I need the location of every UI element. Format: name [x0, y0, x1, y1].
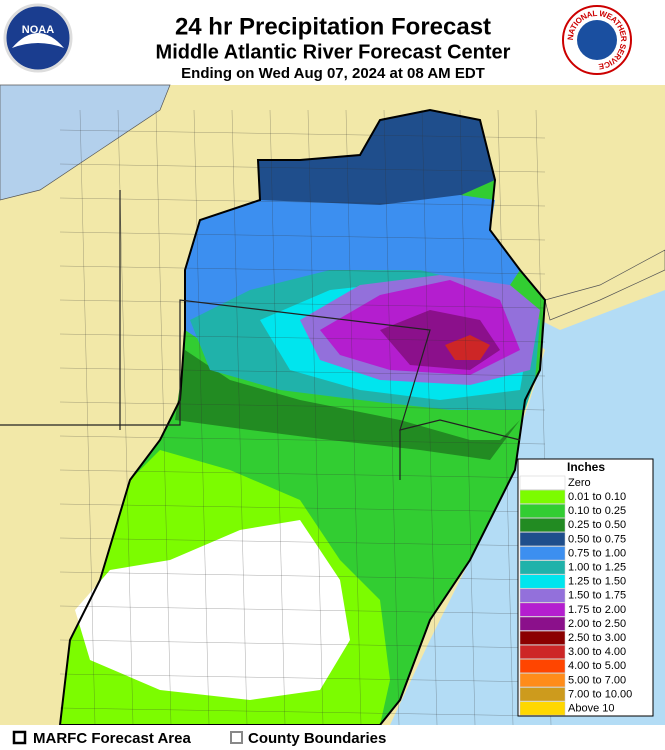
precip-region [185, 195, 520, 340]
legend-title: Inches [567, 460, 605, 474]
legend-label: 0.75 to 1.00 [568, 547, 626, 559]
legend-label: 0.50 to 0.75 [568, 533, 626, 545]
legend-label: 1.25 to 1.50 [568, 576, 626, 588]
county-line [59, 571, 546, 581]
legend-label: 5.00 to 7.00 [568, 674, 626, 686]
legend-swatch [519, 560, 566, 575]
legend-label: Above 10 [568, 703, 614, 715]
county-line [231, 109, 248, 726]
title: 24 hr Precipitation Forecast [175, 13, 491, 40]
valid-time: Ending on Wed Aug 07, 2024 at 08 AM EDT [181, 65, 485, 82]
county-line [59, 197, 546, 207]
county-line [59, 537, 546, 547]
county-line [421, 109, 438, 726]
legend-label: 1.00 to 1.25 [568, 562, 626, 574]
legend-swatch [519, 503, 566, 518]
county-line [59, 707, 546, 717]
legend-swatch [519, 630, 566, 645]
legend-swatch [519, 687, 566, 702]
state-boundaries [0, 190, 521, 480]
legend-label: 1.50 to 1.75 [568, 590, 626, 602]
long-island [544, 249, 665, 321]
county-line [59, 231, 546, 241]
county-line [59, 435, 546, 445]
legend-label: 0.25 to 0.50 [568, 519, 626, 531]
lake-erie [0, 84, 171, 201]
legend-swatch [519, 532, 566, 547]
county-line [59, 503, 546, 513]
county-line [459, 109, 476, 726]
legend-swatch [519, 489, 566, 504]
legend-swatch [519, 659, 566, 674]
county-line [155, 109, 172, 726]
precip-region [445, 335, 490, 360]
county-line [497, 109, 514, 726]
legend-swatch [519, 574, 566, 589]
legend-label: 1.75 to 2.00 [568, 604, 626, 616]
legend: Inches Zero 0.01 to 0.10 0.10 to 0.25 0.25 … [517, 458, 654, 717]
legend-label: 0.01 to 0.10 [568, 491, 626, 503]
footer-label: MARFC Forecast Area [33, 730, 191, 747]
county-icon [230, 731, 243, 744]
forecast-area-icon [12, 730, 27, 745]
county-line [59, 605, 546, 615]
legend-swatch [519, 602, 566, 617]
county-line [59, 299, 546, 309]
precip-regions [59, 109, 552, 726]
county-line [59, 129, 546, 139]
county-line [383, 109, 400, 726]
county-line [59, 163, 546, 173]
county-line [59, 469, 546, 479]
county-line [307, 109, 324, 726]
county-line [193, 109, 210, 726]
legend-label: 2.00 to 2.50 [568, 618, 626, 630]
footer-bg [0, 725, 665, 750]
county-line [79, 109, 96, 726]
county-line [269, 109, 286, 726]
precip-region [175, 350, 520, 460]
legend-swatch [519, 644, 566, 659]
logo-inner [577, 20, 617, 60]
footer-label: County Boundaries [248, 730, 386, 747]
county-line [59, 639, 546, 649]
legend-label: 7.00 to 10.00 [568, 688, 632, 700]
county-line [59, 265, 546, 275]
county-line [59, 401, 546, 411]
nws-logo: NATIONAL WEATHER SERVICE [562, 5, 632, 75]
precip-region [258, 110, 495, 210]
legend-label: 0.10 to 0.25 [568, 505, 626, 517]
legend-swatch [519, 546, 566, 561]
logo-text: NOAA [22, 24, 54, 36]
noaa-logo: NOAA [3, 3, 73, 73]
legend-label: Zero [568, 477, 591, 489]
legend-swatch [519, 616, 566, 631]
logo-gull [12, 33, 64, 48]
legend-swatch [519, 475, 566, 490]
legend-label: 2.50 to 3.00 [568, 632, 626, 644]
county-line [59, 333, 546, 343]
forecast-area-outline [58, 108, 547, 726]
legend-swatch [519, 673, 566, 688]
legend-swatch [519, 588, 566, 603]
county-line [59, 673, 546, 683]
subtitle: Middle Atlantic River Forecast Center [156, 41, 511, 63]
county-line [345, 109, 362, 726]
legend-label: 3.00 to 4.00 [568, 646, 626, 658]
legend-swatch [519, 518, 566, 533]
legend-label: 4.00 to 5.00 [568, 660, 626, 672]
county-line [59, 367, 546, 377]
legend-swatch [519, 701, 566, 716]
